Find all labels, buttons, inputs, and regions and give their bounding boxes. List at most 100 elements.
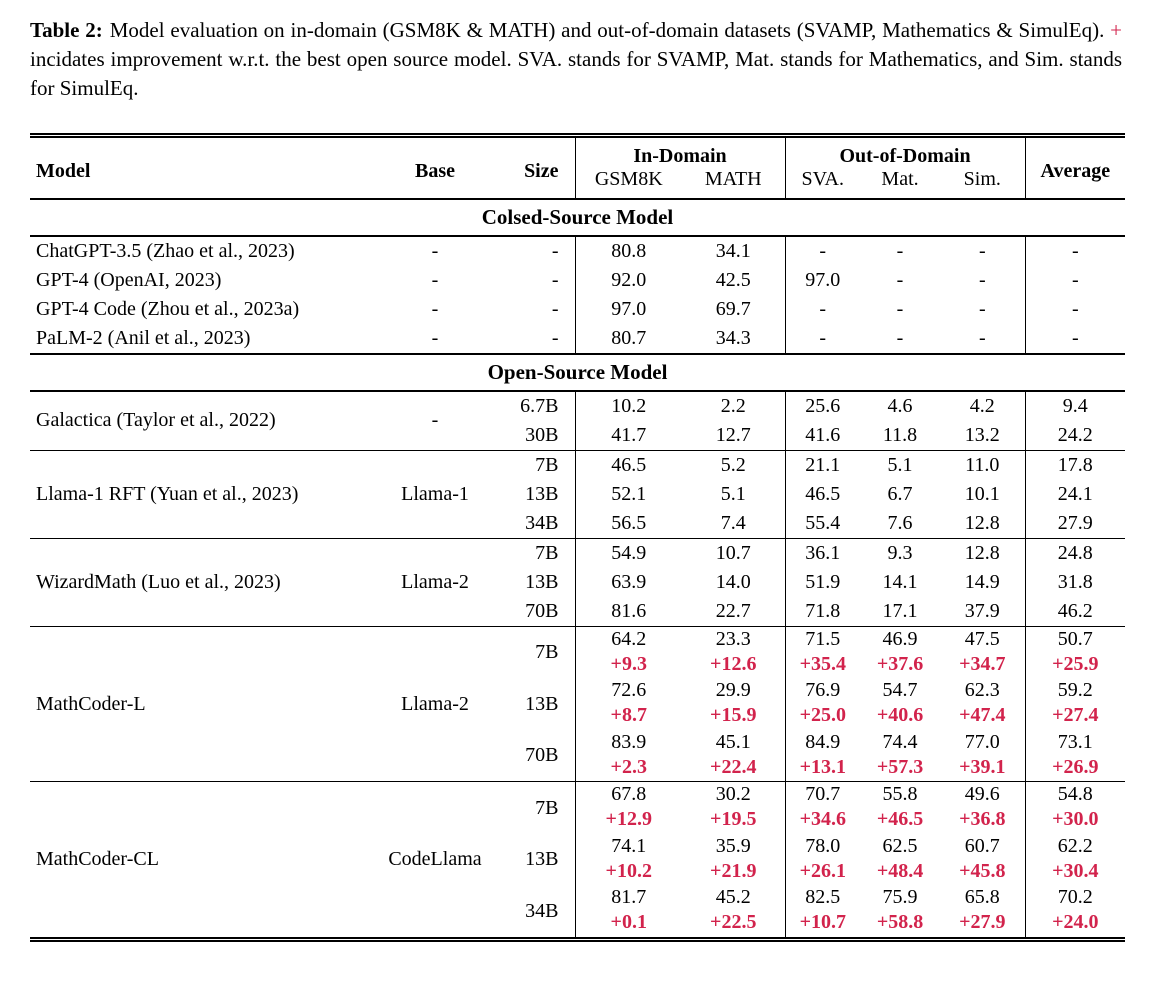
- improvement-cell: +15.9: [710, 704, 757, 727]
- results-table: Model Base Size In-Domain Out-of-Domain …: [30, 132, 1126, 942]
- score-cell: 21.1: [784, 449, 861, 480]
- score-cell: 34.1: [715, 239, 751, 262]
- score-cell: 65.8: [964, 886, 1000, 909]
- improvement-row: +9.3 +12.6 +35.4 +37.6 +34.7 +25.9: [30, 651, 1126, 679]
- table-body: Colsed-Source Model ChatGPT-3.5 (Zhao et …: [30, 197, 1126, 940]
- improvement-cell: +30.4: [1024, 858, 1126, 886]
- improvement-cell: +40.6: [876, 704, 924, 727]
- improvement-cell: +25.0: [784, 703, 861, 730]
- model-size: 70B: [525, 599, 559, 622]
- caption-label: Table 2:: [30, 18, 103, 42]
- score-cell: 97.0: [574, 294, 682, 324]
- data-row: MathCoder-CL CodeLlama 7B 67.8 30.2 70.7 55.8 4…: [30, 781, 1126, 940]
- data-row: WizardMath (Luo et al., 2023) Llama-2 7B 54…: [30, 537, 1126, 627]
- score-cell: 24.8: [1024, 537, 1126, 568]
- improvement-cell: +34.6: [784, 807, 861, 834]
- score-cell: -: [1024, 265, 1126, 295]
- header-row-sub: GSM8K MATH SVA. Mat. Sim.: [30, 167, 1125, 200]
- score-cell: 23.3: [682, 625, 786, 652]
- improvement-cell: +26.1: [784, 858, 861, 886]
- data-row: Galactica (Taylor et al., 2022) - 6.7B 10.2…: [30, 390, 1126, 431]
- score-cell: -: [1024, 323, 1126, 354]
- header-row-top: Model Base Size In-Domain Out-of-Domain …: [30, 135, 1126, 200]
- column-header-gsm8k: GSM8K: [574, 167, 682, 200]
- score-cell: 41.6: [784, 420, 861, 451]
- score-cell: 4.2: [969, 394, 995, 417]
- score-cell: 7.6: [887, 511, 913, 534]
- model-name: Llama-1 RFT (Yuan et al., 2023): [30, 449, 380, 539]
- score-cell: 55.4: [784, 508, 861, 539]
- model-name: Galactica (Taylor et al., 2022): [36, 409, 276, 432]
- improvement-cell: +27.4: [1024, 703, 1126, 730]
- model-name: ChatGPT-3.5 (Zhao et al., 2023): [36, 239, 295, 262]
- caption-text-2: incidates improvement w.r.t. the best op…: [30, 46, 1122, 100]
- score-cell: -: [978, 297, 986, 320]
- model-size: 7B: [490, 781, 575, 834]
- score-cell: 4.6: [887, 394, 913, 417]
- data-row: 70B 83.9 45.1 84.9 74.4 77.0 73.1: [30, 729, 1126, 766]
- score-cell: 34.3: [715, 326, 751, 349]
- score-cell: 51.9: [784, 567, 861, 597]
- score-cell: 83.9: [574, 729, 682, 755]
- score-cell: 47.5: [940, 625, 1026, 652]
- improvement-cell: +24.0: [1024, 910, 1126, 940]
- base-model: -: [431, 268, 439, 291]
- column-header-base: Base: [380, 135, 490, 200]
- score-cell: 9.3: [860, 537, 941, 568]
- score-cell: 27.9: [1024, 508, 1126, 539]
- score-cell: 63.9: [574, 567, 682, 597]
- improvement-cell: +30.0: [1024, 807, 1126, 834]
- data-row: Llama-1 RFT (Yuan et al., 2023) Llama-1 7B…: [30, 449, 1126, 539]
- score-cell: 59.2: [1024, 678, 1126, 704]
- improvement-cell: +12.9: [574, 807, 682, 834]
- score-cell: 54.8: [1024, 781, 1126, 808]
- improvement-cell: +13.1: [784, 754, 861, 782]
- score-cell: -: [784, 235, 861, 266]
- model-size: 70B: [525, 744, 559, 767]
- score-cell: 7.4: [720, 511, 746, 534]
- score-cell: 14.0: [715, 570, 751, 593]
- improvement-cell: +2.3: [574, 754, 682, 782]
- model-size: 30B: [525, 423, 559, 446]
- score-cell: -: [896, 239, 904, 262]
- caption-plus-symbol: +: [1110, 18, 1122, 42]
- score-cell: 76.9: [784, 678, 861, 704]
- section-title: Colsed-Source Model: [30, 197, 1126, 237]
- data-row: 13B 52.1 5.1 46.5 6.7 10.1 24.1: [30, 479, 1126, 509]
- model-name: GPT-4 Code (Zhou et al., 2023a): [36, 297, 300, 320]
- score-cell: 62.2: [1024, 833, 1126, 859]
- score-cell: 54.9: [574, 537, 682, 568]
- column-group-in-domain: In-Domain: [574, 135, 786, 168]
- score-cell: 42.5: [715, 268, 751, 291]
- score-cell: -: [1024, 294, 1126, 324]
- score-cell: 29.9: [715, 679, 751, 702]
- improvement-cell: +19.5: [710, 808, 757, 831]
- base-model: -: [431, 297, 439, 320]
- improvement-cell: +39.1: [959, 755, 1006, 778]
- score-cell: 80.7: [574, 323, 682, 354]
- score-cell: 81.6: [574, 596, 682, 627]
- score-cell: 67.8: [574, 781, 682, 808]
- improvement-row: +2.3 +22.4 +13.1 +57.3 +39.1 +26.9: [30, 754, 1126, 782]
- score-cell: 17.8: [1024, 449, 1126, 480]
- score-cell: 45.1: [715, 730, 751, 753]
- score-cell: 6.7: [887, 482, 913, 505]
- column-header-sim: Sim.: [940, 167, 1026, 200]
- improvement-cell: +10.2: [574, 858, 682, 886]
- improvement-cell: +47.4: [959, 704, 1006, 727]
- improvement-cell: +34.7: [959, 652, 1006, 675]
- data-row: 13B 63.9 14.0 51.9 14.1 14.9 31.8: [30, 567, 1126, 597]
- column-header-size: Size: [490, 135, 575, 200]
- model-size: 13B: [525, 570, 559, 593]
- model-name: MathCoder-L: [30, 625, 380, 782]
- model-size: 7B: [490, 449, 575, 480]
- score-cell: 74.4: [882, 730, 918, 753]
- score-cell: 11.0: [940, 449, 1026, 480]
- caption-text-1: Model evaluation on in-domain (GSM8K & M…: [109, 18, 1105, 42]
- score-cell: 75.9: [882, 886, 918, 909]
- score-cell: 49.6: [940, 781, 1026, 808]
- score-cell: 25.6: [784, 390, 861, 421]
- score-cell: 35.9: [715, 834, 751, 857]
- score-cell: 14.1: [882, 570, 918, 593]
- score-cell: 97.0: [784, 265, 861, 295]
